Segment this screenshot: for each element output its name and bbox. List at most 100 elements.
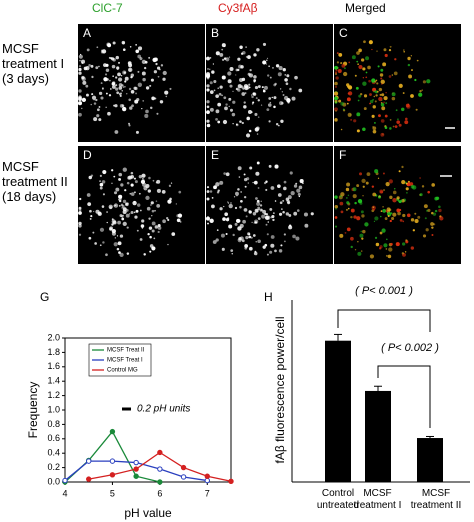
speckle bbox=[337, 68, 342, 74]
speckle bbox=[78, 211, 82, 215]
speckle bbox=[245, 215, 248, 218]
speckle bbox=[228, 224, 233, 229]
speckle bbox=[299, 179, 304, 184]
speckle bbox=[334, 96, 338, 101]
speckle bbox=[395, 242, 400, 247]
speckle bbox=[374, 100, 377, 103]
speckle bbox=[405, 187, 409, 191]
y-tick-label: 0.0 bbox=[47, 476, 60, 486]
speckle bbox=[86, 48, 90, 52]
speckle bbox=[114, 237, 117, 239]
speckle bbox=[363, 107, 367, 111]
speckle bbox=[228, 105, 230, 108]
speckle bbox=[289, 171, 293, 175]
speckle bbox=[373, 209, 375, 211]
speckle bbox=[278, 249, 283, 253]
speckle bbox=[394, 125, 398, 129]
speckle bbox=[124, 80, 127, 83]
speckle bbox=[264, 212, 267, 216]
speckle bbox=[156, 112, 159, 115]
speckle bbox=[211, 196, 214, 199]
speckle bbox=[99, 180, 101, 182]
speckle bbox=[434, 209, 438, 213]
micrograph bbox=[78, 24, 205, 142]
speckle bbox=[101, 49, 104, 52]
speckle bbox=[269, 101, 272, 104]
speckle bbox=[223, 172, 226, 175]
speckle bbox=[277, 193, 282, 197]
x-tick-label: 7 bbox=[205, 488, 210, 498]
speckle bbox=[215, 109, 220, 114]
y-tick-label: 0.2 bbox=[47, 462, 60, 472]
speckle bbox=[122, 221, 127, 227]
speckle bbox=[303, 212, 309, 217]
speckle bbox=[170, 182, 173, 184]
speckle bbox=[374, 80, 377, 83]
speckle bbox=[335, 110, 337, 112]
speckle bbox=[381, 228, 386, 233]
speckle bbox=[128, 212, 131, 215]
speckle bbox=[248, 73, 253, 78]
speckle bbox=[206, 110, 210, 115]
speckle bbox=[407, 63, 411, 67]
speckle bbox=[122, 199, 127, 204]
speckle bbox=[416, 59, 419, 62]
speckle bbox=[248, 233, 251, 236]
speckle bbox=[129, 46, 132, 48]
speckle bbox=[411, 69, 413, 71]
speckle bbox=[148, 176, 151, 180]
speckle bbox=[275, 123, 279, 126]
speckle bbox=[137, 203, 141, 207]
speckle bbox=[240, 191, 242, 193]
speckle bbox=[359, 93, 363, 96]
speckle bbox=[228, 203, 233, 209]
speckle bbox=[137, 46, 143, 51]
speckle bbox=[359, 233, 364, 238]
speckle bbox=[438, 208, 442, 213]
data-point bbox=[180, 464, 187, 471]
speckle bbox=[391, 92, 396, 97]
speckle bbox=[287, 195, 292, 200]
speckle bbox=[431, 226, 434, 229]
speckle bbox=[150, 201, 154, 205]
speckle bbox=[234, 206, 238, 210]
speckle bbox=[392, 198, 397, 203]
speckle bbox=[254, 208, 259, 213]
speckle bbox=[336, 52, 339, 55]
speckle bbox=[122, 106, 127, 112]
speckle bbox=[242, 87, 245, 90]
speckle bbox=[213, 185, 217, 190]
speckle bbox=[398, 170, 401, 173]
speckle bbox=[133, 177, 136, 180]
speckle bbox=[383, 189, 385, 191]
speckle bbox=[97, 211, 102, 215]
speckle bbox=[81, 97, 87, 103]
speckle bbox=[225, 232, 228, 236]
speckle bbox=[98, 118, 102, 122]
speckle bbox=[295, 236, 300, 241]
speckle bbox=[102, 193, 105, 196]
speckle bbox=[134, 180, 138, 184]
speckle bbox=[78, 206, 82, 210]
speckle bbox=[261, 214, 266, 219]
legend-label: MCSF Treat I bbox=[107, 358, 143, 364]
speckle bbox=[124, 189, 127, 192]
speckle bbox=[340, 210, 344, 214]
data-point bbox=[228, 478, 234, 484]
speckle bbox=[78, 233, 82, 236]
speckle bbox=[385, 238, 388, 241]
speckle bbox=[93, 117, 98, 122]
speckle bbox=[390, 242, 393, 246]
speckle bbox=[399, 219, 403, 222]
speckle bbox=[148, 217, 151, 220]
speckle bbox=[296, 209, 300, 212]
speckle bbox=[253, 251, 258, 256]
data-point bbox=[157, 466, 163, 472]
speckle bbox=[98, 91, 103, 96]
speckle bbox=[381, 106, 386, 111]
speckle bbox=[102, 241, 105, 244]
speckle bbox=[244, 92, 247, 94]
speckle bbox=[209, 57, 212, 59]
speckle bbox=[99, 174, 102, 177]
speckle bbox=[376, 50, 378, 52]
